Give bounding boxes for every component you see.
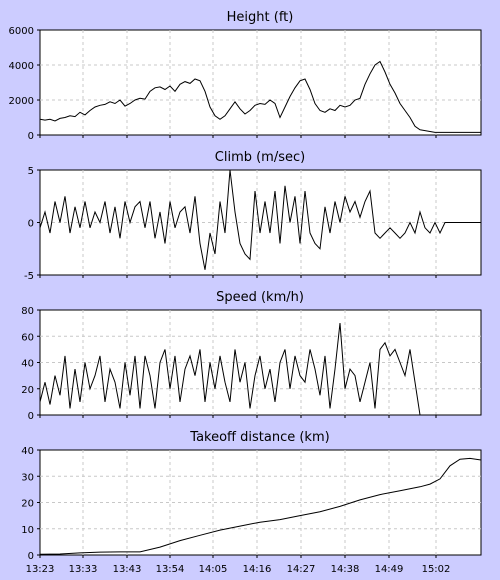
x-tick-label: 14:27 bbox=[287, 564, 316, 575]
series-line bbox=[39, 60, 481, 133]
plot-area bbox=[39, 29, 482, 136]
y-tick-label: 30 bbox=[21, 472, 34, 483]
chart-panel-1: Climb (m/sec) -5 0 5 bbox=[24, 150, 482, 282]
y-tick-label: 2000 bbox=[9, 96, 34, 107]
y-tick-label: 40 bbox=[21, 359, 34, 370]
y-tick-label: 0 bbox=[28, 411, 34, 422]
x-tick-label: 13:23 bbox=[26, 564, 55, 575]
y-tick-label: 40 bbox=[21, 446, 34, 457]
chart-panel-2: Speed (km/h) 0 20 40 60 80 bbox=[21, 290, 482, 422]
x-tick-label: 13:33 bbox=[69, 564, 98, 575]
y-tick-label: 4000 bbox=[9, 61, 34, 72]
y-tick-label: 10 bbox=[21, 525, 34, 536]
y-tick-label: 20 bbox=[21, 385, 34, 396]
x-tick-label: 14:38 bbox=[331, 564, 360, 575]
series-line bbox=[39, 457, 482, 555]
y-tick-label: 5 bbox=[28, 166, 34, 177]
y-tick-label: 0 bbox=[28, 219, 34, 230]
x-tick-label: 13:54 bbox=[156, 564, 185, 575]
x-tick-label: 13:43 bbox=[113, 564, 142, 575]
y-tick-label: 20 bbox=[21, 499, 34, 510]
y-tick-label: 0 bbox=[28, 131, 34, 142]
series-line bbox=[39, 169, 481, 270]
y-tick-label: 60 bbox=[21, 332, 34, 343]
y-tick-label: -5 bbox=[24, 271, 34, 282]
x-tick-label: 14:05 bbox=[199, 564, 228, 575]
chart-panel-0: Height (ft) 0 2000 4000 6000 bbox=[9, 10, 482, 142]
y-tick-label: 80 bbox=[21, 306, 34, 317]
x-tick-label: 15:02 bbox=[422, 564, 451, 575]
x-tick-label: 14:49 bbox=[375, 564, 404, 575]
chart-title: Takeoff distance (km) bbox=[189, 430, 329, 445]
x-tick-label: 14:16 bbox=[243, 564, 272, 575]
chart-panel-3: Takeoff distance (km) 0 10 20 30 40 13:23 13:33… bbox=[21, 430, 482, 575]
series-line bbox=[39, 323, 481, 416]
y-tick-label: 0 bbox=[28, 551, 34, 562]
chart-title: Height (ft) bbox=[227, 10, 294, 25]
chart-title: Climb (m/sec) bbox=[215, 150, 305, 165]
chart-title: Speed (km/h) bbox=[216, 290, 304, 305]
y-tick-label: 6000 bbox=[9, 26, 34, 37]
